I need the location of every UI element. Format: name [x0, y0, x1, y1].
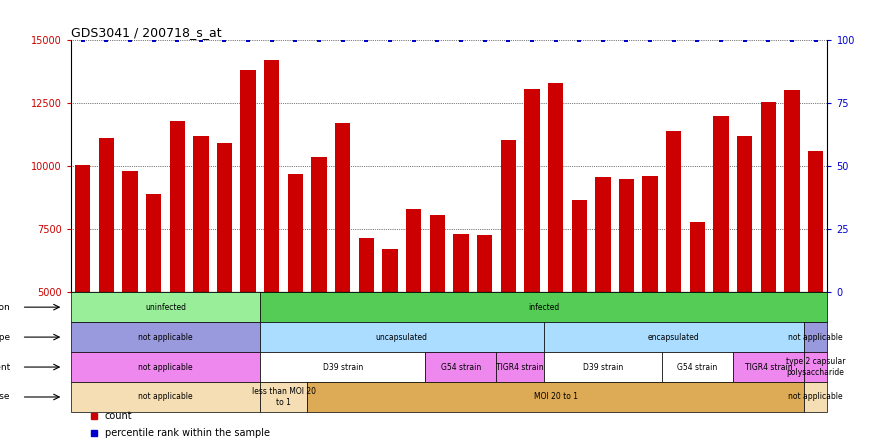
- Text: TIGR4 strain: TIGR4 strain: [496, 363, 544, 372]
- Text: G54 strain: G54 strain: [441, 363, 481, 372]
- Bar: [543, 352, 662, 382]
- Bar: [543, 322, 804, 352]
- Bar: [804, 322, 827, 352]
- Bar: [689, 222, 705, 418]
- Bar: [170, 121, 185, 418]
- Text: D39 strain: D39 strain: [582, 363, 623, 372]
- Bar: [804, 352, 827, 382]
- Text: D39 strain: D39 strain: [323, 363, 363, 372]
- Bar: [260, 382, 307, 412]
- Text: TIGR4 strain: TIGR4 strain: [744, 363, 792, 372]
- Text: count: count: [104, 411, 133, 421]
- Bar: [662, 352, 733, 382]
- Text: dose: dose: [0, 392, 11, 401]
- Bar: [808, 151, 823, 418]
- Bar: [761, 102, 776, 418]
- Bar: [260, 352, 426, 382]
- Text: not applicable: not applicable: [138, 363, 193, 372]
- Text: not applicable: not applicable: [789, 333, 843, 341]
- Text: percentile rank within the sample: percentile rank within the sample: [104, 428, 270, 438]
- Bar: [71, 382, 260, 412]
- Text: encapsulated: encapsulated: [648, 333, 700, 341]
- Bar: [737, 136, 752, 418]
- Bar: [666, 131, 681, 418]
- Text: not applicable: not applicable: [789, 392, 843, 401]
- Bar: [264, 60, 280, 418]
- Bar: [71, 352, 260, 382]
- Bar: [146, 194, 161, 418]
- Bar: [713, 115, 728, 418]
- Bar: [595, 178, 611, 418]
- Bar: [260, 292, 827, 322]
- Bar: [312, 157, 327, 418]
- Text: GDS3041 / 200718_s_at: GDS3041 / 200718_s_at: [71, 26, 221, 39]
- Text: cell type: cell type: [0, 333, 11, 341]
- Bar: [733, 352, 804, 382]
- Bar: [307, 382, 804, 412]
- Bar: [548, 83, 563, 418]
- Bar: [477, 235, 492, 418]
- Bar: [75, 165, 90, 418]
- Bar: [122, 171, 137, 418]
- Text: agent: agent: [0, 363, 11, 372]
- Text: type 2 capsular
polysaccharide: type 2 capsular polysaccharide: [786, 357, 845, 377]
- Text: not applicable: not applicable: [138, 333, 193, 341]
- Text: uninfected: uninfected: [145, 303, 186, 312]
- Text: less than MOI 20
to 1: less than MOI 20 to 1: [251, 387, 316, 407]
- Bar: [335, 123, 350, 418]
- Bar: [71, 292, 260, 322]
- Bar: [429, 215, 445, 418]
- Bar: [406, 209, 421, 418]
- Bar: [71, 322, 260, 352]
- Bar: [241, 70, 256, 418]
- Bar: [501, 139, 516, 418]
- Bar: [382, 249, 397, 418]
- Bar: [524, 89, 540, 418]
- Bar: [98, 139, 114, 418]
- Bar: [260, 322, 543, 352]
- Text: infection: infection: [0, 303, 11, 312]
- Bar: [572, 200, 587, 418]
- Text: G54 strain: G54 strain: [677, 363, 718, 372]
- Bar: [193, 136, 209, 418]
- Bar: [784, 91, 800, 418]
- Bar: [217, 143, 232, 418]
- Bar: [453, 234, 469, 418]
- Bar: [426, 352, 496, 382]
- Bar: [804, 382, 827, 412]
- Text: not applicable: not applicable: [138, 392, 193, 401]
- Text: MOI 20 to 1: MOI 20 to 1: [534, 392, 578, 401]
- Bar: [288, 174, 304, 418]
- Text: uncapsulated: uncapsulated: [376, 333, 427, 341]
- Bar: [358, 238, 374, 418]
- Bar: [496, 352, 543, 382]
- Bar: [643, 176, 658, 418]
- Text: infected: infected: [528, 303, 559, 312]
- Bar: [619, 178, 635, 418]
